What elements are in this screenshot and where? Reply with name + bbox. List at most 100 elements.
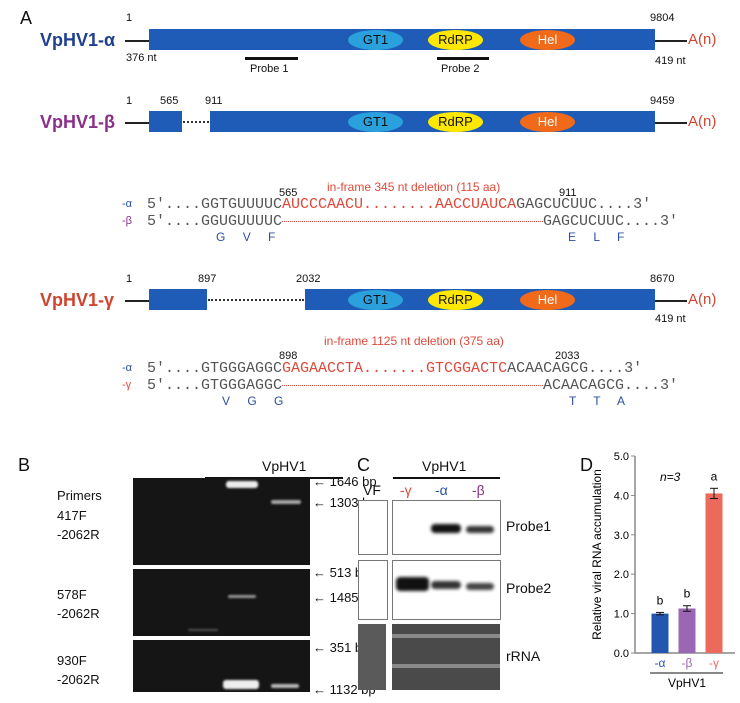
c-lane-beta: -β (472, 482, 485, 498)
align1-row-alpha: 5′....GGTGUUUUCAUCCCAACU........AACCUAUC… (147, 196, 651, 213)
y-tick-label: 1.0 (614, 609, 629, 621)
align1-row-beta: 5′....GGUGUUUUC GAGCUCUUC....3′ (147, 213, 678, 230)
panel-a-letter: A (20, 8, 33, 28)
gamma-deletion (208, 299, 304, 301)
b-group-label: VpHV1 (262, 458, 307, 474)
x-tick-label: -β (682, 656, 693, 670)
align2-aa-right: T T A (569, 394, 625, 408)
aa: G (274, 394, 284, 408)
alpha-utr5: 376 nt (126, 52, 157, 64)
c-group-label: VpHV1 (422, 458, 467, 474)
beta-orf-1 (149, 111, 182, 132)
rdrp-domain: RdRP (428, 290, 483, 310)
beta-label: VpHV1-β (40, 112, 115, 132)
alpha-label: VpHV1-α (40, 30, 116, 50)
beta-del-end: 911 (205, 95, 223, 107)
seq-3: ACAACAGCG....3′ (543, 377, 679, 394)
seq-5: 5′....GTGGGAGGC (147, 360, 283, 377)
rdrp-domain: RdRP (428, 30, 483, 50)
deletion-dots (282, 220, 544, 222)
alpha-3utr (655, 40, 687, 42)
y-tick-label: 3.0 (614, 530, 629, 542)
gamma-del-start: 897 (198, 273, 217, 285)
aa: V (242, 230, 251, 244)
size-1646: ← 1646 bp (313, 474, 377, 489)
band (188, 629, 218, 631)
aa: F (268, 230, 276, 244)
align2-tag-alpha: -α (122, 362, 133, 374)
seq-deleted: GAGAACCTA.......GTCGGACTC (282, 360, 508, 377)
significance-letter: b (657, 593, 664, 607)
rrna-gel (392, 624, 500, 690)
c-row-probe1: Probe1 (506, 518, 552, 534)
primer-set-2b: -2062R (57, 606, 100, 621)
align2-pos-left: 898 (279, 350, 298, 362)
y-tick-label: 4.0 (614, 490, 629, 502)
blot-probe2-vf (358, 560, 388, 620)
gamma-polya: A(n) (688, 291, 717, 308)
c-group-line (393, 477, 500, 479)
seq-3: GAGCUCUUC....3′ (543, 213, 679, 230)
alpha-end: 9804 (650, 12, 675, 24)
probe1-label: Probe 1 (250, 63, 289, 75)
align2-row-gamma: 5′....GTGGGAGGC ACAACAGCG....3′ (147, 377, 678, 394)
bar (678, 608, 696, 653)
alpha-start: 1 (126, 12, 133, 24)
gt1-domain: GT1 (348, 290, 403, 310)
band (271, 500, 301, 504)
band (223, 680, 259, 689)
align1-tag-alpha: -α (122, 198, 133, 210)
beta-3utr (655, 122, 687, 124)
bar (651, 613, 669, 653)
beta-del-start: 565 (160, 95, 179, 107)
y-axis-label: Relative viral RNA accumulation (590, 469, 604, 640)
alpha-utr3: 419 nt (655, 55, 686, 67)
primer-set-3a: 930F (57, 653, 87, 668)
hel-domain: Hel (520, 30, 575, 50)
rrna-vf (358, 624, 386, 690)
gamma-orf-1 (149, 289, 207, 310)
primers-title: Primers (57, 488, 102, 503)
beta-end: 9459 (650, 95, 675, 107)
gamma-start: 1 (126, 273, 133, 285)
align1-aa-left: G V F (216, 230, 275, 244)
align2-pos-right: 2033 (555, 350, 580, 362)
b-group-line (205, 477, 343, 479)
size-351: ← 351 bp (313, 640, 370, 655)
band (466, 583, 494, 590)
band (396, 577, 429, 591)
c-lane-vf: VF (363, 482, 381, 498)
align2-aa-left: V G G (222, 394, 283, 408)
gt1-domain: GT1 (348, 112, 403, 132)
primer-set-3b: -2062R (57, 672, 100, 687)
primer-set-1b: -2062R (57, 527, 100, 542)
aa: A (617, 394, 626, 408)
blot-probe1-vf (358, 500, 388, 555)
seq-deleted: AUCCCAACU........AACCUAUCA (282, 196, 517, 213)
probe2-label: Probe 2 (441, 63, 480, 75)
primer-set-2a: 578F (57, 587, 87, 602)
band (431, 524, 461, 533)
c-lane-gamma: -γ (400, 482, 412, 498)
gamma-3utr (655, 300, 687, 302)
seq-3: GAGCUCUUC....3′ (516, 196, 652, 213)
panel-c-letter: C (357, 455, 370, 475)
probe1-bar (245, 57, 298, 60)
bar (705, 493, 723, 653)
blot-probe1 (392, 500, 501, 555)
significance-letter: a (711, 469, 718, 483)
n-label: n=3 (660, 470, 681, 484)
align2-title: in-frame 1125 nt deletion (375 aa) (324, 334, 504, 348)
align2-tag-gamma: -γ (122, 379, 132, 391)
aa: G (247, 394, 257, 408)
blot-probe2 (392, 560, 501, 620)
aa: T (593, 394, 601, 408)
y-tick-label: 2.0 (614, 569, 629, 581)
y-tick-label: 5.0 (614, 451, 629, 463)
gamma-del-end: 2032 (296, 273, 321, 285)
align1-pos-right: 911 (559, 187, 577, 199)
align1-aa-right: E L F (568, 230, 624, 244)
align2-row-alpha: 5′....GTGGGAGGCGAGAACCTA.......GTCGGACTC… (147, 360, 642, 377)
seq-5: 5′....GGUGUUUUC (147, 213, 283, 230)
gel-2 (133, 569, 310, 636)
